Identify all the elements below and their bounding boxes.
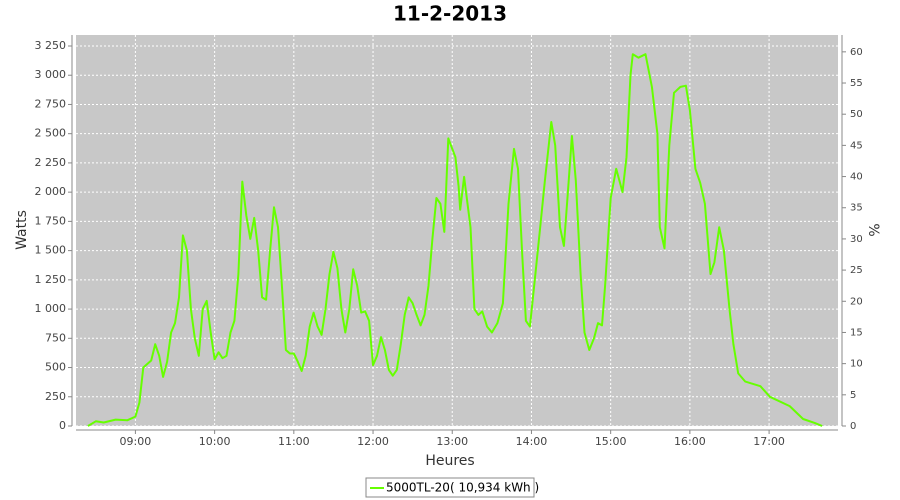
x-tick-label: 17:00 — [753, 435, 785, 448]
y2-tick-label: 5 — [850, 390, 856, 401]
x-tick-label: 12:00 — [357, 435, 389, 448]
y-tick-label: 2 500 — [35, 127, 67, 140]
y-tick-label: 1 000 — [35, 302, 67, 315]
legend-label: 5000TL-20( 10,934 kWh ) — [386, 481, 539, 495]
x-tick-label: 13:00 — [436, 435, 468, 448]
chart-title: 11-2-2013 — [393, 2, 507, 26]
x-axis-label: Heures — [425, 453, 474, 469]
x-tick-label: 14:00 — [516, 435, 548, 448]
y-tick-label: 1 500 — [35, 244, 67, 257]
y-tick-label: 2 750 — [35, 97, 67, 110]
y-tick-label: 0 — [59, 419, 66, 432]
y2-tick-label: 10 — [850, 359, 863, 370]
y-tick-label: 3 000 — [35, 68, 67, 81]
y2-tick-label: 60 — [850, 47, 863, 58]
y-axis-label: Watts — [14, 210, 30, 250]
y2-tick-label: 55 — [850, 78, 863, 89]
y-tick-label: 2 000 — [35, 185, 67, 198]
x-tick-label: 09:00 — [120, 435, 152, 448]
y-tick-label: 3 250 — [35, 39, 67, 52]
y-tick-label: 500 — [45, 361, 66, 374]
y2-tick-label: 45 — [850, 140, 863, 151]
y2-tick-label: 20 — [850, 296, 863, 307]
legend — [365, 477, 535, 498]
y2-tick-label: 40 — [850, 172, 863, 183]
y-tick-label: 1 250 — [35, 273, 67, 286]
y2-tick-label: 50 — [850, 109, 863, 120]
x-tick-label: 15:00 — [595, 435, 627, 448]
y2-tick-label: 0 — [850, 421, 856, 432]
y2-tick-label: 35 — [850, 203, 863, 214]
y2-tick-label: 25 — [850, 265, 863, 276]
x-tick-label: 16:00 — [674, 435, 706, 448]
y-tick-label: 250 — [45, 390, 66, 403]
y-tick-label: 2 250 — [35, 156, 67, 169]
plot-area — [76, 35, 838, 426]
x-tick-label: 10:00 — [199, 435, 231, 448]
y-tick-label: 750 — [45, 331, 66, 344]
y2-axis-label: % — [865, 223, 881, 236]
y2-tick-label: 30 — [850, 234, 863, 245]
y2-tick-label: 15 — [850, 327, 863, 338]
y-tick-label: 1 750 — [35, 214, 67, 227]
x-tick-label: 11:00 — [278, 435, 310, 448]
series-line — [87, 53, 823, 427]
